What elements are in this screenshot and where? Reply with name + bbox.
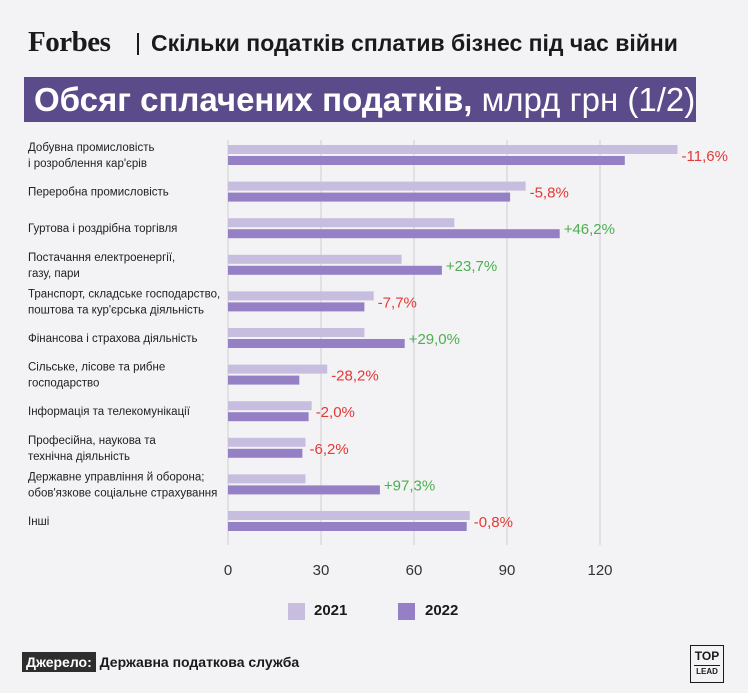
forbes-logo: Forbes	[28, 26, 111, 58]
logo-top-text: TOP	[694, 649, 720, 663]
category-label: Постачання електроенергії,	[28, 252, 175, 264]
x-tick-label: 30	[313, 562, 330, 579]
change-label: +29,0%	[409, 331, 460, 348]
bar-2022	[228, 156, 625, 165]
bar-2021	[228, 364, 328, 374]
bar-2022	[228, 448, 303, 458]
bar-2022	[228, 302, 365, 312]
category-label: Транспорт, складське господарство,	[28, 288, 220, 300]
bar-chart: 0 30 60 90 120 Добувна промисловість і розробл…	[28, 140, 728, 579]
x-tick-label: 60	[406, 562, 423, 579]
bar-2021	[228, 218, 455, 228]
category-label: Переробна промисловість	[28, 187, 169, 199]
x-tick-label: 0	[224, 562, 232, 579]
bar-2021	[228, 328, 365, 337]
logo-divider	[694, 665, 720, 667]
category-label: Інші	[28, 516, 49, 528]
change-label: -6,2%	[310, 441, 349, 458]
change-label: +23,7%	[446, 258, 497, 275]
change-label: +46,2%	[564, 221, 615, 238]
category-label: Державне управління й оборона;	[28, 471, 204, 483]
bar-2021	[228, 401, 312, 411]
legend-swatch-2022	[398, 603, 415, 620]
chart-title-bold: Обсяг сплачених податків,	[34, 81, 473, 118]
page-title: Скільки податків сплатив бізнес під час …	[151, 30, 678, 56]
category-label: господарство	[28, 378, 99, 390]
category-label: обов'язкове соціальне страхування	[28, 487, 217, 499]
bar-2022	[228, 265, 442, 275]
legend-label-2021: 2021	[314, 602, 348, 619]
bar-2021	[228, 437, 306, 447]
category-label: газу, пари	[28, 268, 80, 280]
legend-label-2022: 2022	[425, 602, 459, 619]
bar-2021	[228, 181, 526, 191]
x-tick-label: 90	[499, 562, 516, 579]
source-note: Джерело: Державна податкова служба	[22, 652, 300, 672]
chart-title-banner: Обсяг сплачених податків, млрд грн (1/2)	[24, 77, 696, 122]
legend-swatch-2021	[288, 603, 305, 620]
category-label: Сільське, лісове та рибне	[28, 362, 165, 374]
category-label: технічна діяльність	[28, 451, 130, 463]
bar-2021	[228, 254, 402, 264]
category-label: Професійна, наукова та	[28, 435, 156, 447]
change-label: +97,3%	[384, 477, 435, 494]
x-tick-label: 120	[587, 562, 612, 579]
logo-bottom-text: LEAD	[696, 667, 718, 677]
category-label: Добувна промисловість	[28, 142, 154, 154]
bar-2022	[228, 522, 467, 531]
change-label: -11,6%	[682, 148, 728, 165]
chart-title-unit: млрд грн (1/2)	[472, 81, 696, 118]
category-label: Фінансова і страхова діяльність	[28, 333, 198, 345]
category-label: Інформація та телекомунікації	[28, 406, 191, 418]
change-label: -0,8%	[474, 514, 513, 531]
source-text: Державна податкова служба	[99, 654, 300, 670]
bar-2022	[228, 192, 511, 202]
change-label: -2,0%	[316, 404, 355, 421]
change-label: -5,8%	[530, 185, 569, 202]
bar-2022	[228, 412, 309, 422]
change-label: -7,7%	[378, 294, 417, 311]
bar-2022	[228, 339, 405, 348]
bar-2021	[228, 474, 306, 484]
toplead-logo: TOP LEAD	[690, 645, 724, 683]
change-label: -28,2%	[331, 368, 379, 385]
bar-2022	[228, 229, 560, 239]
bar-2022	[228, 485, 380, 495]
source-label: Джерело:	[22, 652, 96, 672]
category-label: поштова та кур'єрська діяльність	[28, 304, 204, 316]
category-label: і розроблення кар'єрів	[28, 158, 147, 170]
bar-2022	[228, 375, 300, 385]
bar-2021	[228, 511, 470, 520]
title-separator	[137, 33, 139, 55]
category-label: Гуртова і роздрібна торгівля	[28, 223, 177, 235]
bar-2021	[228, 291, 374, 301]
bar-2021	[228, 145, 678, 154]
